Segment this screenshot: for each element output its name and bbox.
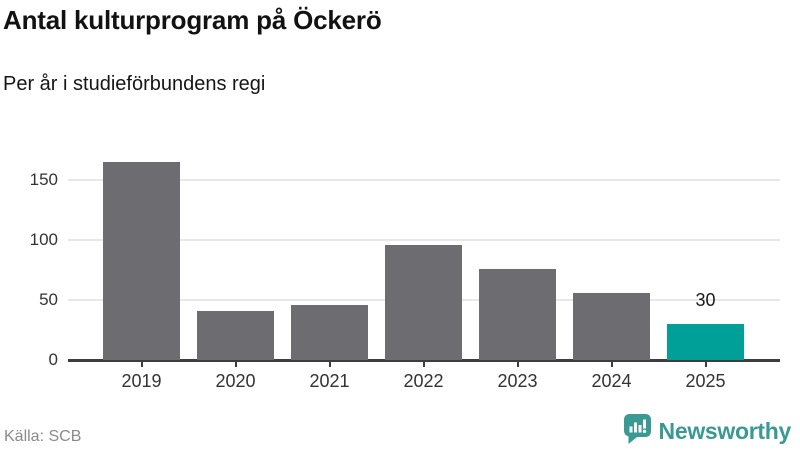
y-tick-label-150: 150 (29, 170, 58, 189)
bar-2020 (197, 310, 274, 360)
bar-2022 (385, 244, 462, 360)
x-tick-label-2024: 2024 (591, 371, 632, 391)
x-tick-2022 (422, 362, 425, 367)
y-tick-label-0: 0 (48, 350, 58, 369)
gridline-100 (68, 239, 780, 241)
bar-2021 (291, 304, 368, 360)
x-tick-label-2022: 2022 (403, 371, 444, 391)
chart-title: Antal kulturprogram på Öckerö (3, 5, 382, 35)
x-axis-line (68, 359, 780, 362)
x-tick-label-2025: 2025 (685, 371, 726, 391)
bar-2024 (573, 292, 650, 360)
bar-chart: 0 50 100 150 2019 2020 2021 2022 2023 2024 2025 30 (0, 130, 800, 400)
y-tick-label-100: 100 (29, 230, 58, 249)
x-tick-label-2020: 2020 (215, 371, 256, 391)
x-tick-2024 (610, 362, 613, 367)
newsworthy-logo-text: Newsworthy (658, 418, 792, 444)
bar-value-label-2025: 30 (695, 290, 716, 310)
gridline-150 (68, 179, 780, 181)
newsworthy-logo: Newsworthy (623, 413, 791, 450)
newsworthy-speech-bubble-chart-icon (623, 413, 652, 450)
x-tick-2023 (516, 362, 519, 367)
bar-2025 (667, 324, 744, 360)
x-tick-2021 (328, 362, 331, 367)
bar-2019 (103, 162, 180, 360)
x-tick-2025 (704, 362, 707, 367)
chart-subtitle: Per år i studieförbundens regi (3, 73, 266, 95)
x-tick-2020 (234, 362, 237, 367)
y-tick-label-50: 50 (39, 290, 58, 309)
bar-2023 (479, 268, 556, 360)
x-tick-2019 (140, 362, 143, 367)
source-label: Källa: SCB (4, 428, 82, 445)
x-tick-label-2021: 2021 (309, 371, 350, 391)
x-tick-label-2019: 2019 (121, 371, 162, 391)
x-tick-label-2023: 2023 (497, 371, 538, 391)
